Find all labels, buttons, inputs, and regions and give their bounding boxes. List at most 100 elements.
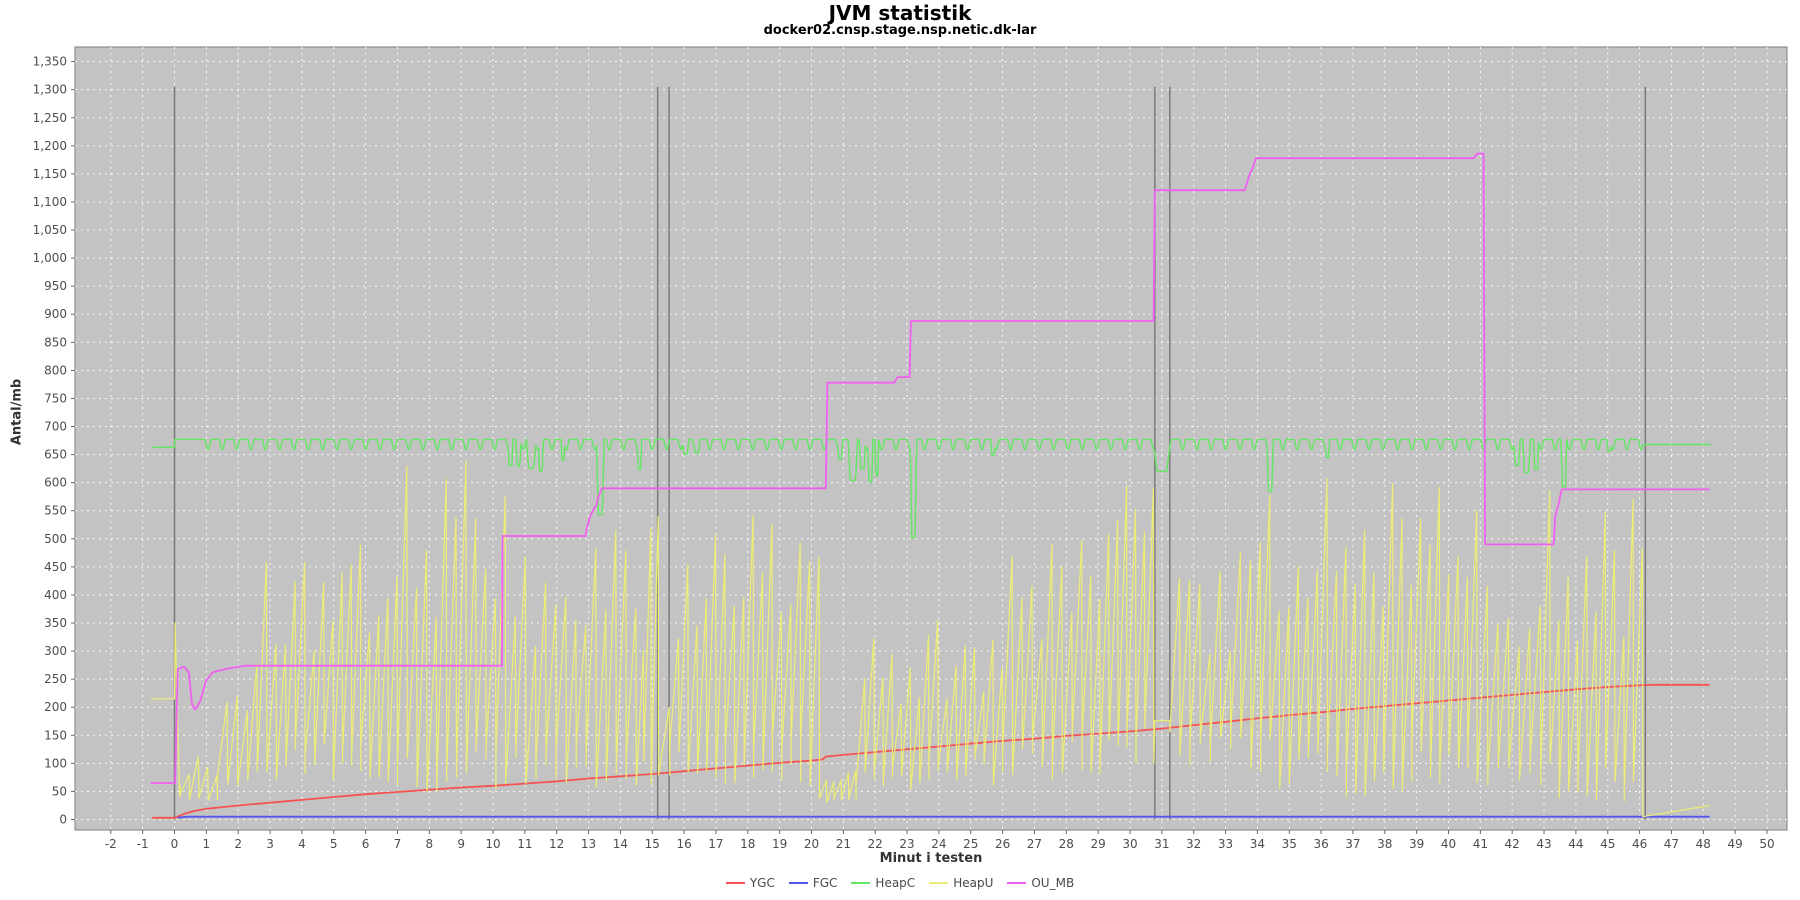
x-tick-label: 21 — [836, 837, 851, 851]
x-tick-label: 20 — [804, 837, 819, 851]
legend-item-heapc: HeapC — [851, 876, 915, 890]
x-tick-label: 30 — [1122, 837, 1137, 851]
series-oumb — [150, 152, 1710, 784]
y-tick-label: 950 — [44, 279, 67, 293]
y-tick-label: 1,350 — [33, 55, 67, 69]
x-tick-label: 15 — [645, 837, 660, 851]
y-tick-label: 100 — [44, 756, 67, 770]
x-tick-label: 37 — [1345, 837, 1360, 851]
x-tick-label: 19 — [772, 837, 787, 851]
gridlines — [75, 47, 1787, 830]
x-tick-label: 41 — [1473, 837, 1488, 851]
x-tick-label: 31 — [1154, 837, 1169, 851]
x-tick-label: 39 — [1409, 837, 1424, 851]
y-tick-label: 300 — [44, 644, 67, 658]
series-heapc — [152, 438, 1711, 539]
y-tick-label: 150 — [44, 728, 67, 742]
x-tick-label: 47 — [1664, 837, 1679, 851]
legend-line-icon — [788, 882, 808, 884]
y-tick-label: 1,150 — [33, 167, 67, 181]
chart-legend: YGC FGC HeapC HeapU OU_MB — [0, 876, 1800, 890]
y-tick-label: 750 — [44, 391, 67, 405]
y-tick-label: 800 — [44, 363, 67, 377]
x-axis-label: Minut i testen — [879, 851, 983, 866]
x-tick-label: 10 — [485, 837, 500, 851]
legend-item-heapu: HeapU — [929, 876, 993, 890]
x-tick-label: 36 — [1313, 837, 1328, 851]
chart-title: JVM statistik — [828, 1, 972, 25]
x-tick-label: 25 — [963, 837, 978, 851]
x-tick-label: 5 — [330, 837, 338, 851]
x-tick-label: 8 — [425, 837, 433, 851]
y-tick-label: 1,100 — [33, 195, 67, 209]
chart-subtitle: docker02.cnsp.stage.nsp.netic.dk-lar — [763, 23, 1037, 38]
x-tick-label: 22 — [868, 837, 883, 851]
y-tick-label: 250 — [44, 672, 67, 686]
legend-label: HeapU — [953, 876, 994, 890]
x-tick-label: 50 — [1759, 837, 1774, 851]
legend-label: OU_MB — [1031, 876, 1075, 890]
x-tick-label: 26 — [995, 837, 1010, 851]
series-heapu — [150, 460, 1710, 818]
y-tick-label: 900 — [44, 307, 67, 321]
y-tick-label: 1,000 — [33, 251, 67, 265]
x-tick-label: 46 — [1632, 837, 1647, 851]
y-tick-label: 0 — [59, 813, 67, 827]
y-axis-label: Antal/mb — [9, 378, 25, 446]
x-tick-label: 7 — [394, 837, 402, 851]
x-tick-label: 17 — [708, 837, 723, 851]
axis-tick-labels: -2 -1 0 1 2 3 4 5 6 7 8 9 10 11 12 13 14 15 16 17 18 19 20 21 22… — [33, 55, 1775, 851]
x-tick-label: 35 — [1282, 837, 1297, 851]
x-tick-label: 38 — [1377, 837, 1392, 851]
x-tick-label: 18 — [740, 837, 755, 851]
legend-item-fgc: FGC — [788, 876, 838, 890]
y-tick-label: 500 — [44, 532, 67, 546]
x-tick-label: 14 — [613, 837, 628, 851]
y-tick-label: 1,300 — [33, 83, 67, 97]
y-tick-label: 400 — [44, 588, 67, 602]
x-tick-label: -2 — [105, 837, 117, 851]
series-fgc — [177, 815, 1710, 819]
x-tick-label: 29 — [1091, 837, 1106, 851]
legend-label: FGC — [812, 876, 838, 890]
x-tick-label: 45 — [1600, 837, 1615, 851]
x-tick-label: 48 — [1696, 837, 1711, 851]
x-tick-label: 24 — [931, 837, 946, 851]
x-tick-label: 43 — [1536, 837, 1551, 851]
x-tick-label: 1 — [203, 837, 211, 851]
y-tick-label: 700 — [44, 420, 67, 434]
y-tick-label: 350 — [44, 616, 67, 630]
legend-line-icon — [725, 882, 745, 884]
y-tick-label: 1,250 — [33, 111, 67, 125]
x-tick-label: -1 — [137, 837, 149, 851]
y-tick-label: 600 — [44, 476, 67, 490]
y-tick-label: 1,200 — [33, 139, 67, 153]
legend-line-icon — [851, 882, 871, 884]
x-tick-label: 34 — [1250, 837, 1265, 851]
x-tick-label: 11 — [517, 837, 532, 851]
y-tick-label: 450 — [44, 560, 67, 574]
legend-line-icon — [929, 882, 949, 884]
x-tick-label: 42 — [1505, 837, 1520, 851]
legend-item-ou_mb: OU_MB — [1007, 876, 1074, 890]
y-tick-label: 1,050 — [33, 223, 67, 237]
x-tick-label: 28 — [1059, 837, 1074, 851]
legend-line-icon — [1007, 882, 1027, 884]
y-tick-label: 550 — [44, 504, 67, 518]
x-tick-label: 40 — [1441, 837, 1456, 851]
x-tick-label: 12 — [549, 837, 564, 851]
x-tick-label: 33 — [1218, 837, 1233, 851]
x-tick-label: 3 — [266, 837, 274, 851]
legend-label: HeapC — [875, 876, 916, 890]
y-tick-label: 200 — [44, 700, 67, 714]
legend-label: YGC — [749, 876, 775, 890]
x-tick-label: 27 — [1027, 837, 1042, 851]
x-tick-label: 13 — [581, 837, 596, 851]
x-tick-label: 6 — [362, 837, 370, 851]
y-tick-label: 850 — [44, 335, 67, 349]
axis-ticks — [71, 61, 1768, 834]
x-tick-label: 4 — [298, 837, 306, 851]
x-tick-label: 0 — [171, 837, 179, 851]
